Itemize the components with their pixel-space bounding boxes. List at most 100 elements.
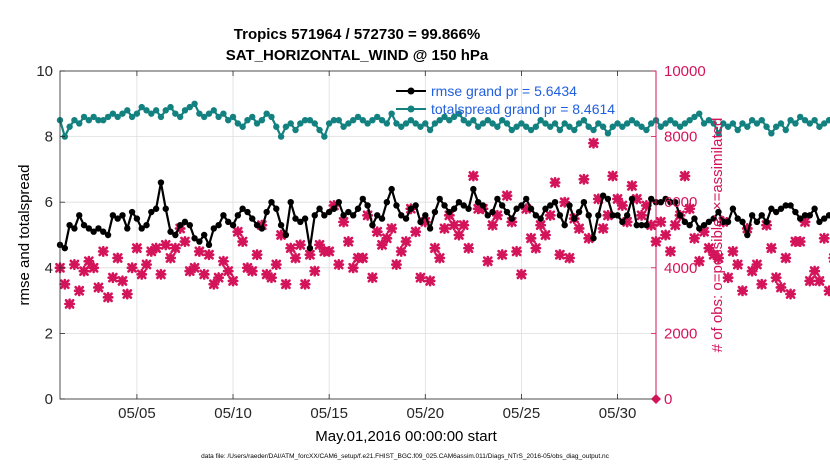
rmse-point (349, 212, 357, 219)
totalspread-point (729, 120, 737, 127)
obs-assimilated-marker (174, 222, 186, 234)
totalspread-point (176, 113, 184, 121)
obs-assimilated-marker (578, 173, 590, 185)
legend-label-totalspread: totalspread grand pr = 8.4614 (431, 101, 615, 117)
rmse-point (176, 221, 184, 229)
totalspread-point (792, 120, 799, 127)
obs-assimilated-marker (165, 252, 177, 264)
rmse-point (720, 218, 727, 226)
totalspread-point (450, 113, 458, 121)
rmse-point (441, 202, 448, 209)
totalspread-point (157, 113, 165, 121)
rmse-point (311, 212, 318, 219)
totalspread-point (547, 123, 554, 130)
rmse-point (604, 195, 612, 203)
obs-assimilated-marker (414, 272, 426, 284)
rmse-point (628, 195, 636, 203)
obs-assimilated-marker (799, 216, 811, 228)
totalspread-point (109, 110, 117, 117)
obs-assimilated-marker (487, 219, 499, 231)
obs-assimilated-marker (453, 229, 465, 241)
obs-assimilated-marker (813, 275, 825, 287)
totalspread-point (460, 117, 467, 124)
obs-assimilated-marker (631, 193, 643, 205)
rmse-point (383, 199, 391, 206)
totalspread-point (364, 120, 371, 127)
obs-assimilated-marker (222, 265, 234, 277)
rmse-point (580, 199, 588, 206)
totalspread-point (244, 117, 251, 124)
obs-assimilated-marker (809, 265, 821, 277)
obs-assimilated-marker (693, 255, 705, 267)
rmse-point (676, 212, 684, 219)
rmse-point (479, 202, 487, 209)
totalspread-point (575, 120, 583, 127)
rmse-point (551, 199, 559, 206)
rmse-point (763, 218, 770, 226)
totalspread-point (321, 133, 328, 140)
obs-assimilated-marker (112, 252, 124, 264)
obs-assimilated-marker (342, 236, 354, 248)
rmse-point (61, 244, 69, 252)
totalspread-point (210, 107, 218, 114)
obs-assimilated-marker (333, 259, 345, 271)
obs-assimilated-marker (679, 170, 691, 182)
totalspread-point (676, 123, 684, 130)
totalspread-point (340, 123, 347, 130)
obs-assimilated-marker (785, 288, 797, 300)
rmse-point (633, 221, 640, 229)
obs-assimilated-marker (443, 209, 455, 221)
rmse-point (489, 208, 496, 216)
rmse-point (715, 208, 722, 216)
rmse-point (301, 215, 309, 222)
totalspread-point (806, 120, 814, 127)
obs-assimilated-marker (64, 298, 76, 310)
obs-assimilated-marker (520, 203, 532, 215)
obs-assimilated-marker (458, 219, 470, 231)
totalspread-point (796, 113, 804, 121)
totalspread-point (196, 110, 203, 117)
totalspread-point (325, 120, 333, 127)
rmse-point (316, 205, 323, 212)
totalspread-point (777, 120, 785, 127)
rmse-point (667, 199, 674, 206)
totalspread-point (638, 123, 645, 130)
rmse-point (758, 212, 765, 219)
totalspread-point (734, 126, 741, 134)
obs-assimilated-marker (434, 252, 446, 264)
rmse-point (325, 208, 333, 216)
totalspread-point (148, 110, 155, 117)
obs-assimilated-marker (737, 285, 749, 297)
totalspread-point (585, 123, 592, 130)
rmse-point (80, 221, 88, 229)
rmse-point (335, 199, 342, 206)
obs-assimilated-marker (746, 265, 758, 277)
obs-assimilated-marker (573, 222, 585, 234)
totalspread-point (124, 107, 131, 114)
obs-assimilated-marker (607, 170, 619, 182)
y-tick-label-left: 10 (36, 63, 53, 80)
totalspread-point (282, 123, 290, 130)
rmse-point (532, 212, 540, 219)
totalspread-point (614, 120, 621, 127)
totalspread-point (816, 123, 823, 130)
totalspread-point (772, 123, 780, 130)
obs-assimilated-marker (227, 275, 239, 287)
rmse-point (710, 215, 717, 222)
rmse-point (768, 205, 775, 212)
totalspread-point (292, 126, 299, 134)
rmse-point (724, 218, 732, 226)
rmse-point (282, 231, 290, 239)
obs-assimilated-marker (669, 219, 681, 231)
obs-assimilated-marker (198, 268, 210, 280)
obs-assimilated-marker (544, 209, 556, 221)
rmse-point (542, 205, 549, 212)
totalspread-point (710, 120, 717, 127)
totalspread-point (633, 120, 640, 127)
rmse-point (503, 208, 511, 216)
totalspread-point (609, 123, 616, 130)
totalspread-point (811, 117, 818, 124)
y-tick-label-right: 4000 (664, 260, 697, 277)
rmse-point (124, 225, 131, 232)
totalspread-point (715, 130, 722, 137)
